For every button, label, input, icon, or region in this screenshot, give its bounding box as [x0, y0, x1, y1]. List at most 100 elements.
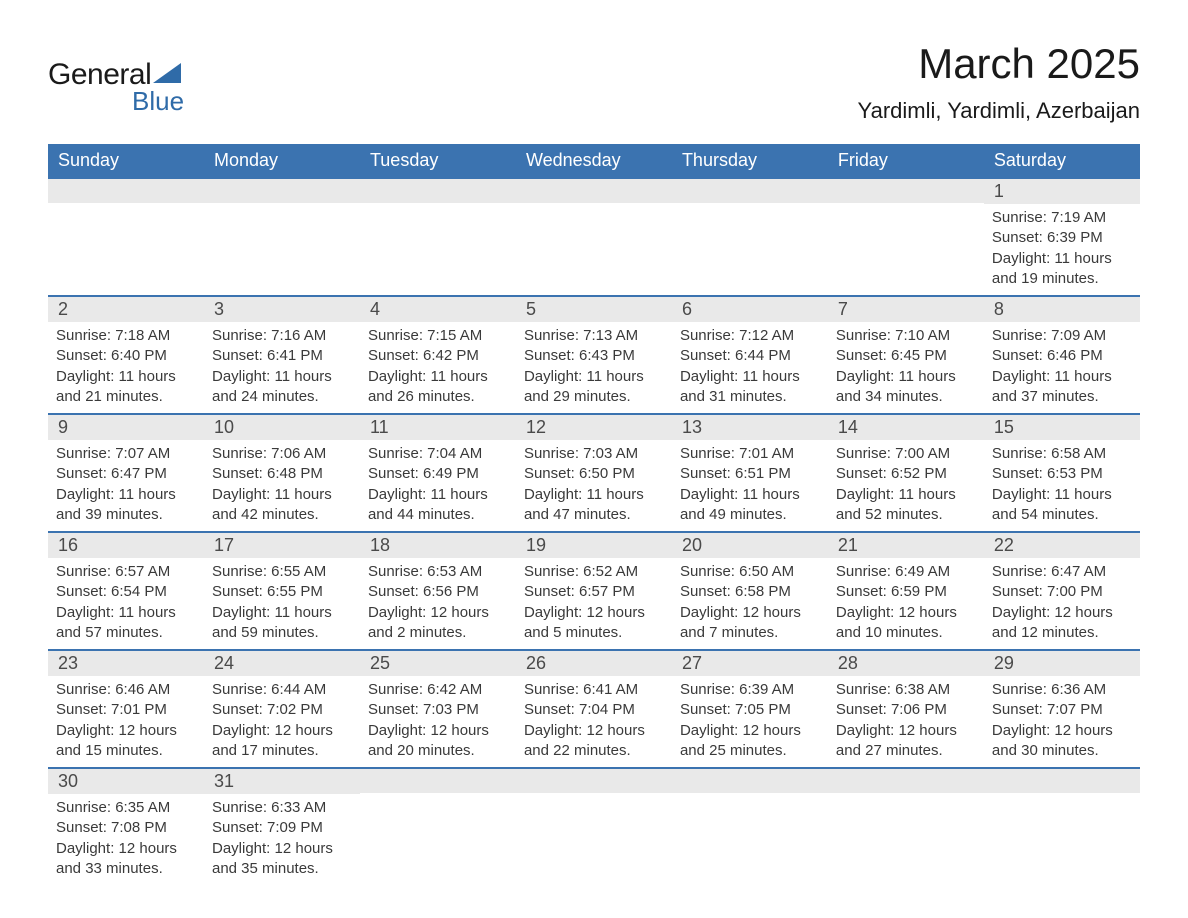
- sunrise-text: Sunrise: 7:07 AM: [56, 444, 196, 464]
- daylight-text-1: Daylight: 12 hours: [992, 721, 1132, 741]
- daylight-text-2: and 25 minutes.: [680, 741, 820, 761]
- day-details: Sunrise: 7:12 AMSunset: 6:44 PMDaylight:…: [672, 322, 828, 413]
- daylight-text-2: and 26 minutes.: [368, 387, 508, 407]
- calendar-day-cell: [828, 768, 984, 885]
- day-number: 6: [672, 297, 828, 322]
- page-header: General Blue March 2025 Yardimli, Yardim…: [48, 40, 1140, 124]
- sunrise-text: Sunrise: 6:44 AM: [212, 680, 352, 700]
- title-block: March 2025 Yardimli, Yardimli, Azerbaija…: [858, 40, 1140, 124]
- calendar-day-cell: 25Sunrise: 6:42 AMSunset: 7:03 PMDayligh…: [360, 650, 516, 768]
- sunset-text: Sunset: 7:02 PM: [212, 700, 352, 720]
- day-number: 30: [48, 769, 204, 794]
- daylight-text-1: Daylight: 11 hours: [56, 485, 196, 505]
- calendar-week-row: 1Sunrise: 7:19 AMSunset: 6:39 PMDaylight…: [48, 178, 1140, 296]
- sunset-text: Sunset: 6:39 PM: [992, 228, 1132, 248]
- daylight-text-2: and 2 minutes.: [368, 623, 508, 643]
- daylight-text-2: and 57 minutes.: [56, 623, 196, 643]
- daylight-text-1: Daylight: 12 hours: [992, 603, 1132, 623]
- day-details: Sunrise: 6:33 AMSunset: 7:09 PMDaylight:…: [204, 794, 360, 885]
- empty-day-bar: [828, 179, 984, 203]
- day-details: Sunrise: 6:57 AMSunset: 6:54 PMDaylight:…: [48, 558, 204, 649]
- calendar-day-cell: 3Sunrise: 7:16 AMSunset: 6:41 PMDaylight…: [204, 296, 360, 414]
- daylight-text-1: Daylight: 11 hours: [680, 485, 820, 505]
- sunset-text: Sunset: 6:45 PM: [836, 346, 976, 366]
- logo: General Blue: [48, 58, 184, 117]
- calendar-week-row: 2Sunrise: 7:18 AMSunset: 6:40 PMDaylight…: [48, 296, 1140, 414]
- empty-day-bar: [672, 179, 828, 203]
- sunrise-text: Sunrise: 6:46 AM: [56, 680, 196, 700]
- calendar-day-cell: 26Sunrise: 6:41 AMSunset: 7:04 PMDayligh…: [516, 650, 672, 768]
- calendar-week-row: 30Sunrise: 6:35 AMSunset: 7:08 PMDayligh…: [48, 768, 1140, 885]
- day-details: Sunrise: 7:15 AMSunset: 6:42 PMDaylight:…: [360, 322, 516, 413]
- sunset-text: Sunset: 6:46 PM: [992, 346, 1132, 366]
- sunset-text: Sunset: 6:43 PM: [524, 346, 664, 366]
- sunset-text: Sunset: 6:44 PM: [680, 346, 820, 366]
- daylight-text-1: Daylight: 12 hours: [524, 603, 664, 623]
- sunset-text: Sunset: 7:01 PM: [56, 700, 196, 720]
- day-number: 3: [204, 297, 360, 322]
- sunrise-text: Sunrise: 7:19 AM: [992, 208, 1132, 228]
- calendar-header-row: Sunday Monday Tuesday Wednesday Thursday…: [48, 144, 1140, 178]
- day-details: Sunrise: 6:53 AMSunset: 6:56 PMDaylight:…: [360, 558, 516, 649]
- day-header-friday: Friday: [828, 144, 984, 178]
- calendar-day-cell: 9Sunrise: 7:07 AMSunset: 6:47 PMDaylight…: [48, 414, 204, 532]
- daylight-text-2: and 24 minutes.: [212, 387, 352, 407]
- calendar-day-cell: 24Sunrise: 6:44 AMSunset: 7:02 PMDayligh…: [204, 650, 360, 768]
- sunrise-text: Sunrise: 7:06 AM: [212, 444, 352, 464]
- day-number: 26: [516, 651, 672, 676]
- day-details: Sunrise: 6:52 AMSunset: 6:57 PMDaylight:…: [516, 558, 672, 649]
- daylight-text-1: Daylight: 11 hours: [524, 485, 664, 505]
- day-details: Sunrise: 6:50 AMSunset: 6:58 PMDaylight:…: [672, 558, 828, 649]
- empty-day-bar: [360, 179, 516, 203]
- location-text: Yardimli, Yardimli, Azerbaijan: [858, 98, 1140, 124]
- calendar-day-cell: 29Sunrise: 6:36 AMSunset: 7:07 PMDayligh…: [984, 650, 1140, 768]
- sunrise-text: Sunrise: 6:35 AM: [56, 798, 196, 818]
- day-details: Sunrise: 7:19 AMSunset: 6:39 PMDaylight:…: [984, 204, 1140, 295]
- day-number: 16: [48, 533, 204, 558]
- daylight-text-1: Daylight: 11 hours: [56, 603, 196, 623]
- daylight-text-1: Daylight: 11 hours: [212, 603, 352, 623]
- sunrise-text: Sunrise: 6:41 AM: [524, 680, 664, 700]
- sunset-text: Sunset: 6:53 PM: [992, 464, 1132, 484]
- day-number: 18: [360, 533, 516, 558]
- day-number: 4: [360, 297, 516, 322]
- calendar-day-cell: [360, 178, 516, 296]
- daylight-text-2: and 52 minutes.: [836, 505, 976, 525]
- sunset-text: Sunset: 6:58 PM: [680, 582, 820, 602]
- calendar-day-cell: 11Sunrise: 7:04 AMSunset: 6:49 PMDayligh…: [360, 414, 516, 532]
- daylight-text-1: Daylight: 12 hours: [524, 721, 664, 741]
- daylight-text-1: Daylight: 11 hours: [212, 367, 352, 387]
- day-number: 1: [984, 179, 1140, 204]
- day-details: Sunrise: 6:39 AMSunset: 7:05 PMDaylight:…: [672, 676, 828, 767]
- daylight-text-2: and 7 minutes.: [680, 623, 820, 643]
- sunrise-text: Sunrise: 7:03 AM: [524, 444, 664, 464]
- sunrise-text: Sunrise: 6:36 AM: [992, 680, 1132, 700]
- day-number: 8: [984, 297, 1140, 322]
- sunset-text: Sunset: 7:06 PM: [836, 700, 976, 720]
- day-details: Sunrise: 7:03 AMSunset: 6:50 PMDaylight:…: [516, 440, 672, 531]
- calendar-day-cell: 23Sunrise: 6:46 AMSunset: 7:01 PMDayligh…: [48, 650, 204, 768]
- daylight-text-1: Daylight: 12 hours: [680, 721, 820, 741]
- sunrise-text: Sunrise: 7:04 AM: [368, 444, 508, 464]
- sunrise-text: Sunrise: 7:12 AM: [680, 326, 820, 346]
- day-number: 2: [48, 297, 204, 322]
- day-number: 24: [204, 651, 360, 676]
- day-details: Sunrise: 6:46 AMSunset: 7:01 PMDaylight:…: [48, 676, 204, 767]
- logo-word-blue: Blue: [132, 86, 184, 117]
- day-details: Sunrise: 6:47 AMSunset: 7:00 PMDaylight:…: [984, 558, 1140, 649]
- sunset-text: Sunset: 6:55 PM: [212, 582, 352, 602]
- daylight-text-1: Daylight: 11 hours: [56, 367, 196, 387]
- calendar-day-cell: 27Sunrise: 6:39 AMSunset: 7:05 PMDayligh…: [672, 650, 828, 768]
- calendar-day-cell: 4Sunrise: 7:15 AMSunset: 6:42 PMDaylight…: [360, 296, 516, 414]
- calendar-week-row: 16Sunrise: 6:57 AMSunset: 6:54 PMDayligh…: [48, 532, 1140, 650]
- daylight-text-2: and 5 minutes.: [524, 623, 664, 643]
- daylight-text-2: and 34 minutes.: [836, 387, 976, 407]
- sunset-text: Sunset: 6:54 PM: [56, 582, 196, 602]
- calendar-day-cell: 7Sunrise: 7:10 AMSunset: 6:45 PMDaylight…: [828, 296, 984, 414]
- calendar-day-cell: 16Sunrise: 6:57 AMSunset: 6:54 PMDayligh…: [48, 532, 204, 650]
- sunrise-text: Sunrise: 7:00 AM: [836, 444, 976, 464]
- day-number: 14: [828, 415, 984, 440]
- daylight-text-2: and 22 minutes.: [524, 741, 664, 761]
- daylight-text-1: Daylight: 11 hours: [368, 485, 508, 505]
- daylight-text-2: and 20 minutes.: [368, 741, 508, 761]
